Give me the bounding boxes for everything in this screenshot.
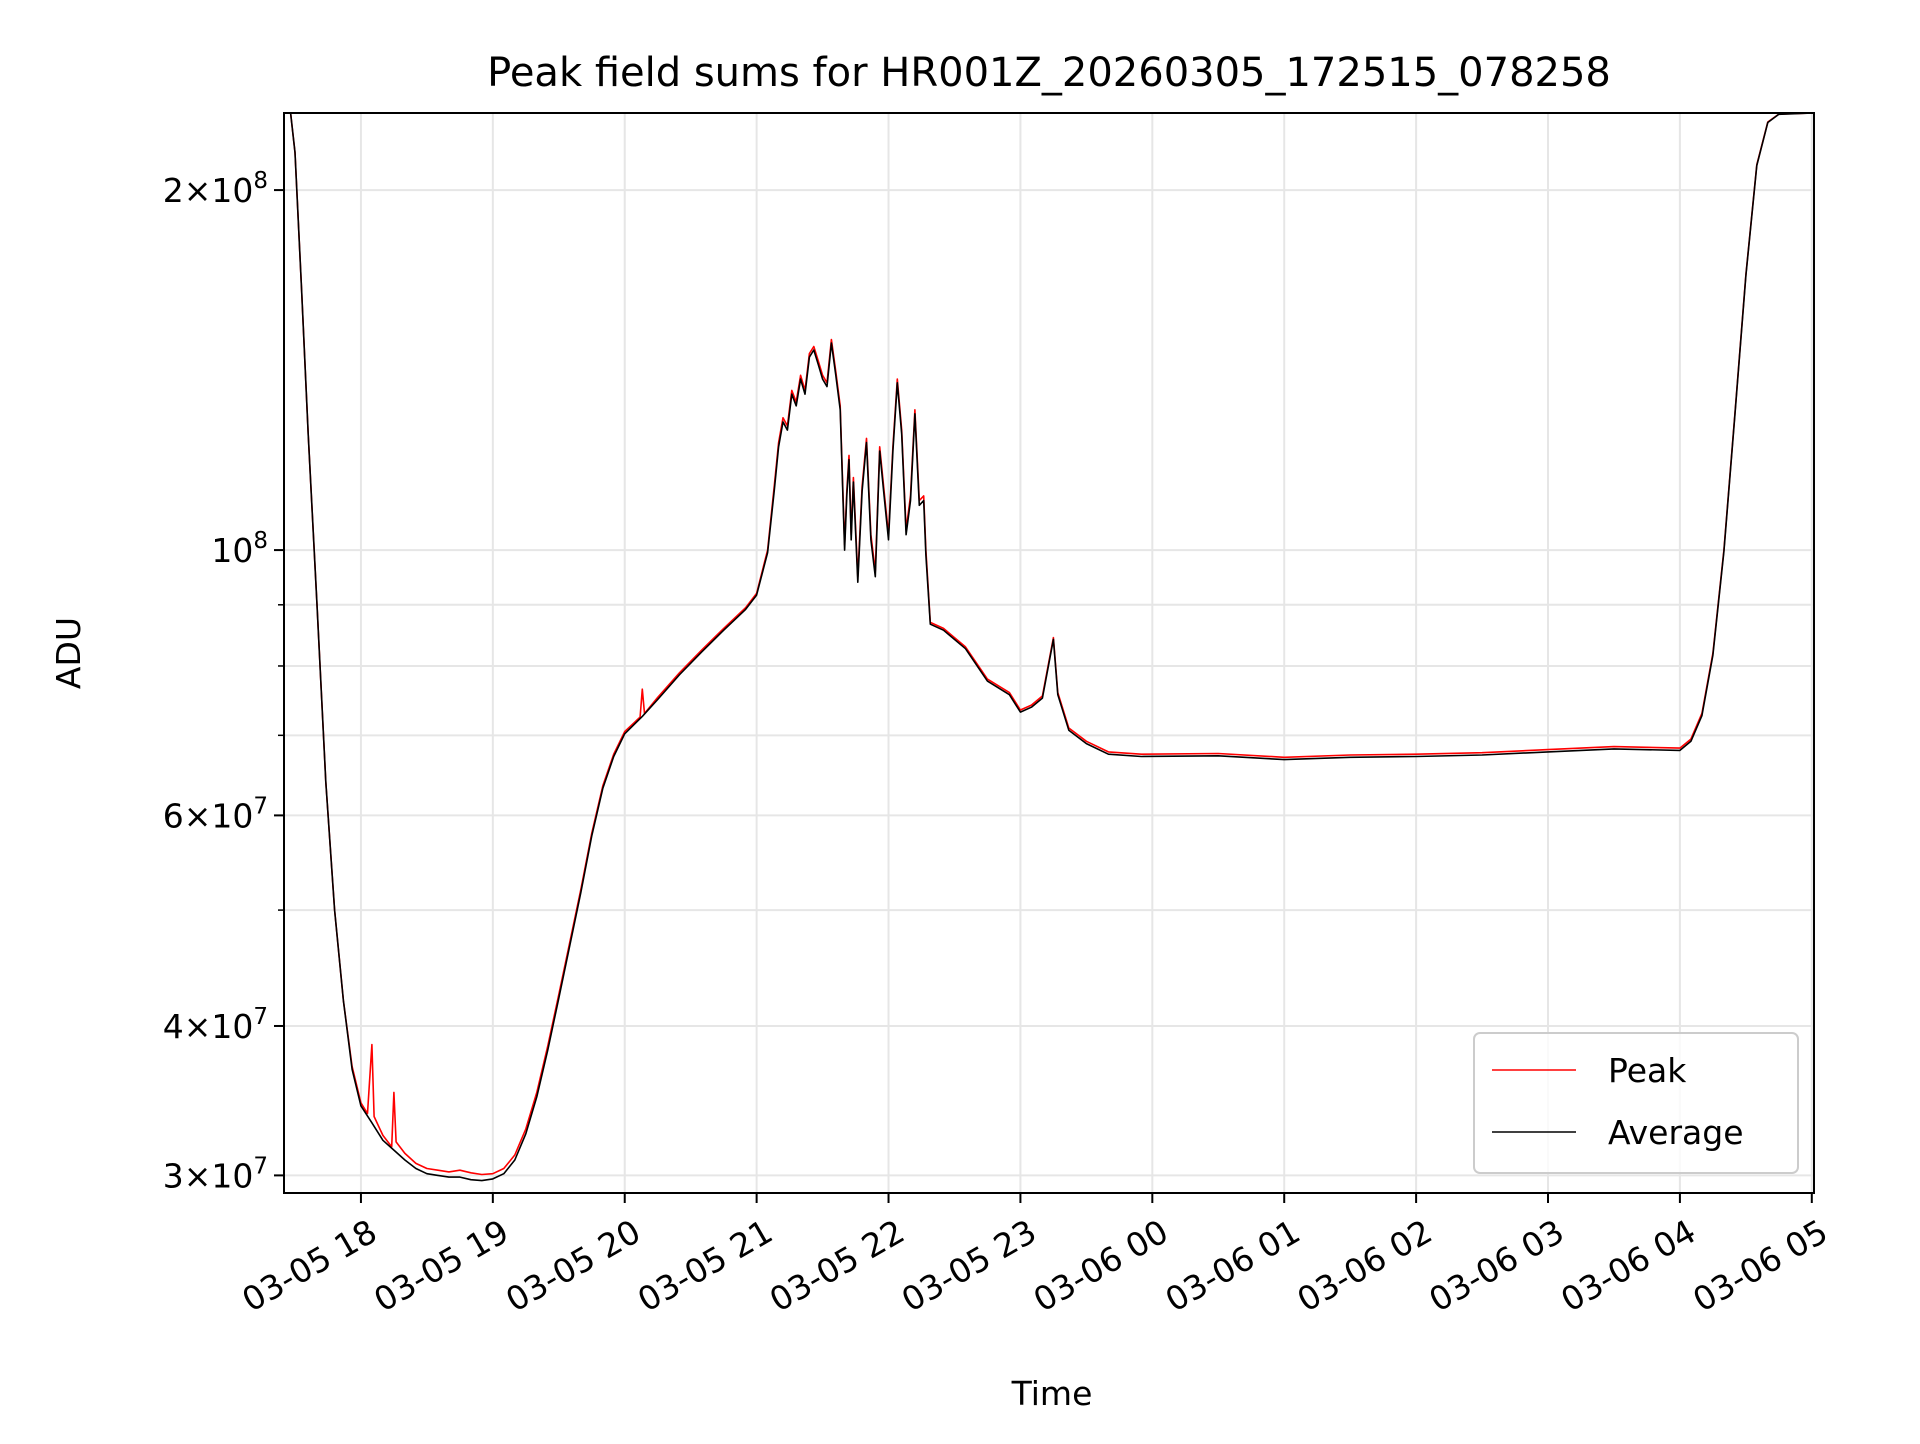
y-tick-label: 3×107 bbox=[163, 1153, 268, 1195]
plot-frame bbox=[283, 112, 1815, 1194]
legend-label-peak: Peak bbox=[1608, 1051, 1687, 1090]
y-tick-label: 2×108 bbox=[163, 168, 268, 210]
grid-lines bbox=[284, 113, 1814, 1193]
series-line-average bbox=[289, 112, 1815, 1182]
y-tick-label: 108 bbox=[211, 528, 268, 570]
y-tick-label: 4×107 bbox=[163, 1004, 268, 1046]
y-axis-ticks: 3×107 4×107 6×107 108 2×108 bbox=[163, 168, 284, 1195]
series-lines bbox=[289, 112, 1815, 1182]
chart-title: Peak field sums for HR001Z_20260305_1725… bbox=[487, 50, 1611, 96]
y-tick-label: 6×107 bbox=[163, 793, 268, 835]
y-axis-label: ADU bbox=[49, 617, 88, 689]
x-axis-label: Time bbox=[1011, 1374, 1093, 1413]
legend-label-average: Average bbox=[1608, 1113, 1744, 1152]
legend: Peak Average bbox=[1473, 1032, 1799, 1174]
series-line-peak bbox=[289, 112, 1815, 1176]
legend-box bbox=[1473, 1032, 1799, 1174]
